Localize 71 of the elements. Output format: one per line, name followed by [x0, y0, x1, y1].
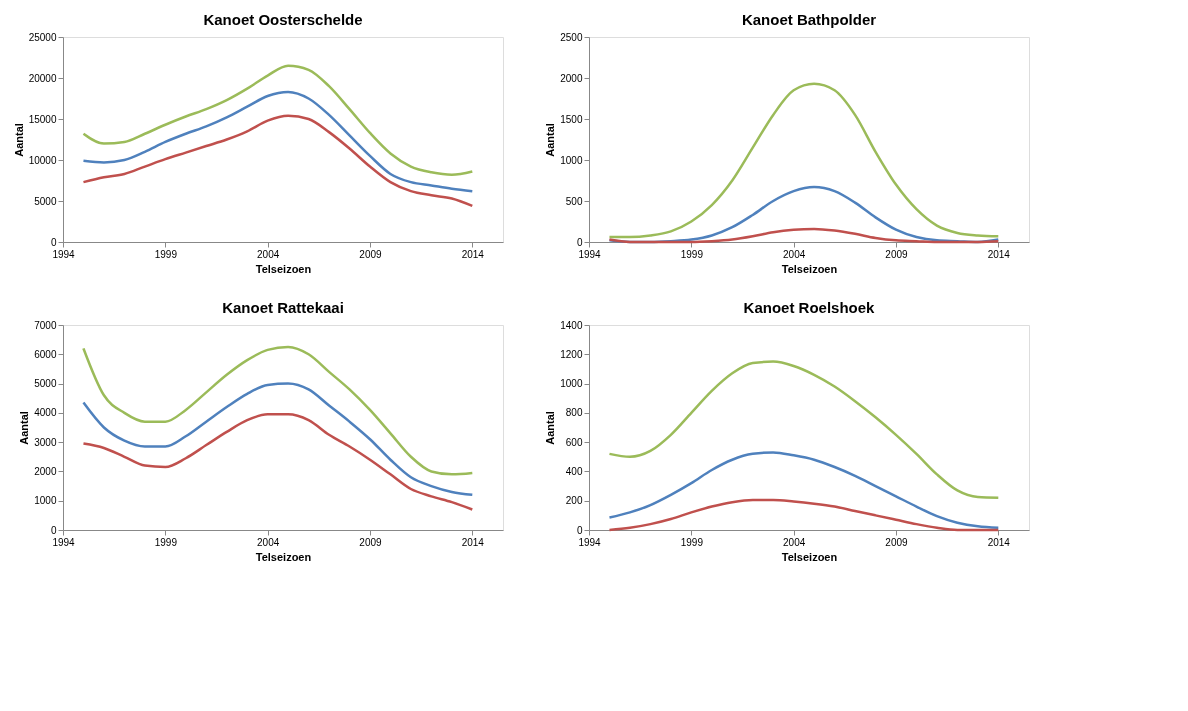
line-series [608, 360, 1000, 500]
y-axis-title: Aantal [544, 123, 557, 157]
y-tick-label: 0 [576, 236, 583, 248]
y-tick-label: 25000 [28, 31, 57, 43]
y-tick-label: 4000 [34, 407, 57, 419]
y-tick-label: 800 [565, 407, 583, 419]
line-series [82, 382, 474, 497]
y-tick-label: 1400 [560, 319, 583, 331]
y-tick-label: 2000 [560, 72, 583, 84]
x-tick-label: 2004 [257, 248, 280, 260]
x-tick-label: 2004 [783, 536, 806, 548]
x-tick-label: 2009 [359, 536, 383, 548]
x-axis-title: Telseizoen [255, 550, 312, 563]
x-tick-label: 1999 [154, 248, 178, 260]
chart-title: Kanoet Rattekaai [222, 299, 344, 316]
chart-title: Kanoet Roelshoek [743, 299, 876, 316]
x-tick-label: 1994 [52, 248, 76, 260]
line-series [82, 64, 474, 177]
y-tick-label: 10000 [28, 154, 57, 166]
line-series [82, 345, 474, 476]
y-tick-label: 6000 [34, 348, 57, 360]
x-tick-label: 2004 [783, 248, 806, 260]
x-tick-label: 1994 [52, 536, 76, 548]
y-tick-label: 400 [565, 465, 583, 477]
y-tick-label: 20000 [28, 72, 57, 84]
x-tick-label: 2014 [461, 248, 485, 260]
y-tick-label: 15000 [28, 113, 57, 125]
x-tick-label: 2009 [885, 536, 909, 548]
line-series [608, 82, 1000, 239]
y-tick-label: 500 [565, 195, 583, 207]
y-axis-title: Aantal [12, 123, 25, 157]
y-tick-label: 0 [576, 524, 583, 536]
y-tick-label: 1000 [560, 154, 583, 166]
x-tick-label: 2009 [359, 248, 383, 260]
line-series [82, 114, 474, 208]
y-axis-title: Aantal [544, 411, 557, 445]
line-series [608, 451, 1000, 530]
x-tick-label: 2014 [461, 536, 485, 548]
x-tick-label: 2014 [987, 536, 1011, 548]
y-tick-label: 3000 [34, 436, 57, 448]
y-tick-label: 600 [565, 436, 583, 448]
x-tick-label: 1994 [578, 248, 602, 260]
x-tick-label: 2004 [257, 536, 280, 548]
chart-title: Kanoet Bathpolder [741, 11, 877, 28]
y-tick-label: 1500 [560, 113, 583, 125]
x-axis-title: Telseizoen [781, 550, 838, 563]
x-tick-label: 2014 [987, 248, 1011, 260]
y-tick-label: 1000 [560, 378, 583, 390]
y-tick-label: 0 [50, 236, 57, 248]
y-tick-label: 5000 [34, 195, 57, 207]
y-tick-label: 200 [565, 495, 583, 507]
y-axis-title: Aantal [18, 411, 31, 445]
y-tick-label: 1200 [560, 348, 583, 360]
line-series [608, 227, 1000, 244]
y-tick-label: 7000 [34, 319, 57, 331]
y-tick-label: 1000 [34, 495, 57, 507]
y-tick-label: 2500 [560, 31, 583, 43]
y-tick-label: 0 [50, 524, 57, 536]
x-tick-label: 1994 [578, 536, 602, 548]
x-tick-label: 1999 [680, 536, 704, 548]
line-series [82, 90, 474, 193]
line-series [608, 498, 1000, 532]
x-tick-label: 1999 [680, 248, 704, 260]
x-axis-title: Telseizoen [781, 262, 838, 275]
line-series [82, 413, 474, 511]
y-tick-label: 5000 [34, 378, 57, 390]
y-tick-label: 2000 [34, 465, 57, 477]
x-axis-title: Telseizoen [255, 262, 312, 275]
chart-title: Kanoet Oosterschelde [203, 11, 363, 28]
x-tick-label: 2009 [885, 248, 909, 260]
x-tick-label: 1999 [154, 536, 178, 548]
